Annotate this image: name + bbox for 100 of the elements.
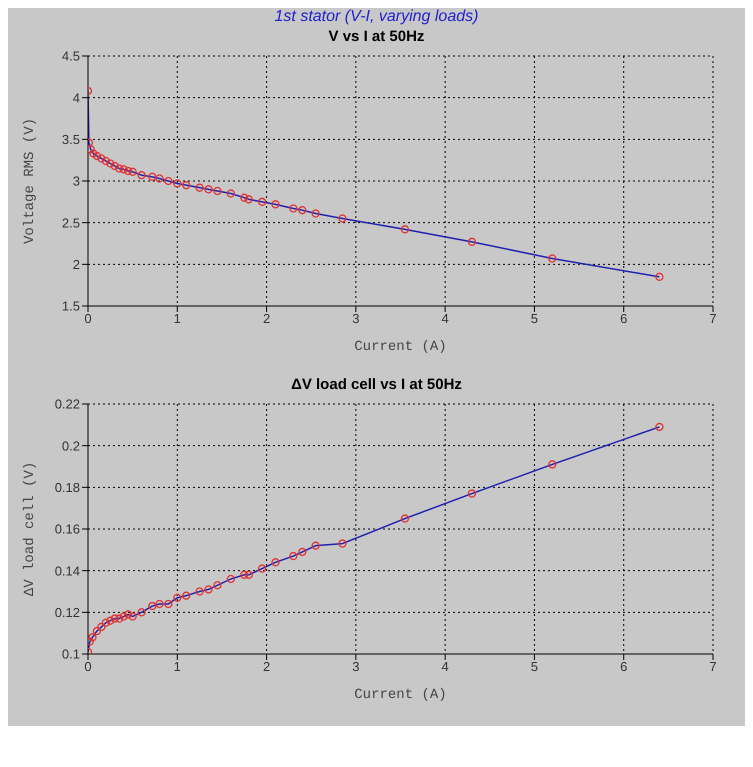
y-tick-label: 1.5 <box>62 298 80 314</box>
point <box>97 154 106 163</box>
point <box>468 489 476 498</box>
point <box>148 172 156 181</box>
point <box>124 166 132 176</box>
chart-title: ΔV load cell vs I at 50Hz <box>290 376 463 395</box>
point <box>92 626 102 636</box>
point <box>244 570 253 579</box>
x-tick-label: 2 <box>262 311 270 326</box>
point <box>548 460 556 469</box>
point <box>137 608 146 616</box>
point <box>110 614 119 623</box>
point <box>128 168 137 176</box>
y-tick-label: 4.5 <box>62 48 80 64</box>
point <box>173 179 182 188</box>
y-axis-title: Voltage RMS (V) <box>22 118 38 244</box>
x-tick-label: 7 <box>709 311 717 326</box>
point <box>258 564 266 573</box>
y-tick-label: 3 <box>72 174 80 189</box>
point <box>298 548 306 556</box>
y-tick-label: 0.16 <box>54 522 80 537</box>
point <box>468 238 476 246</box>
point <box>120 165 128 174</box>
point <box>92 152 102 160</box>
x-tick-label: 7 <box>709 659 717 674</box>
point <box>124 610 132 619</box>
x-tick-label: 0 <box>84 311 92 326</box>
point <box>244 195 253 204</box>
point <box>106 616 114 625</box>
point <box>400 514 410 523</box>
y-tick-label: 2 <box>72 256 80 272</box>
point <box>289 204 298 213</box>
x-tick-label: 3 <box>352 659 360 674</box>
x-tick-label: 4 <box>442 311 449 326</box>
point <box>173 594 182 602</box>
point <box>226 574 236 584</box>
point <box>258 198 266 206</box>
point <box>548 254 556 263</box>
point <box>271 200 280 208</box>
point <box>655 272 664 281</box>
x-tick-label: 0 <box>84 659 92 674</box>
point <box>204 185 213 194</box>
point <box>204 585 213 594</box>
y-tick-label: 0.22 <box>54 396 80 412</box>
point <box>400 225 410 234</box>
point <box>195 184 204 192</box>
point <box>164 600 173 608</box>
point <box>102 156 110 166</box>
point <box>88 633 97 642</box>
point <box>655 422 664 432</box>
y-tick-label: 2.5 <box>62 215 80 230</box>
point <box>182 592 190 600</box>
x-tick-label: 1 <box>174 311 181 326</box>
point <box>115 164 124 173</box>
x-tick-label: 6 <box>620 311 628 326</box>
point <box>120 612 128 621</box>
point <box>271 558 280 566</box>
y-tick-label: 3.5 <box>62 132 80 147</box>
y-tick-label: 0.12 <box>54 604 80 620</box>
x-tick-label: 6 <box>620 659 628 674</box>
point <box>89 149 98 158</box>
point <box>115 614 124 623</box>
point <box>155 600 164 608</box>
point <box>213 186 222 196</box>
point <box>338 539 347 548</box>
point <box>312 542 320 550</box>
x-tick-label: 5 <box>530 659 538 674</box>
point <box>97 622 106 632</box>
point <box>195 587 204 596</box>
point <box>137 171 146 180</box>
point <box>155 174 164 183</box>
point <box>240 570 248 579</box>
point <box>128 612 137 621</box>
y-tick-label: 0.1 <box>62 646 80 662</box>
point <box>226 189 236 198</box>
x-tick-label: 2 <box>262 659 270 674</box>
y-tick-label: 0.14 <box>54 563 80 578</box>
point <box>338 214 347 223</box>
point <box>298 206 306 214</box>
y-axis-title: ΔV load cell (V) <box>22 462 38 596</box>
y-tick-label: 0.18 <box>54 480 80 495</box>
text: 1st stator (V-I, varying loads) <box>274 8 480 27</box>
point <box>240 194 248 202</box>
point <box>102 618 110 627</box>
x-tick-label: 4 <box>442 659 449 674</box>
point <box>110 162 119 170</box>
y-tick-label: 4 <box>72 90 80 106</box>
point <box>213 581 222 590</box>
chart-title: V vs I at 50Hz <box>328 28 426 47</box>
x-axis-title: Current (A) <box>354 687 447 703</box>
point <box>106 159 114 168</box>
x-tick-label: 5 <box>530 311 538 326</box>
point <box>289 552 298 560</box>
x-tick-label: 3 <box>352 311 360 326</box>
point <box>182 181 190 190</box>
point <box>164 176 173 186</box>
point <box>312 209 320 218</box>
x-axis-title: Current (A) <box>354 339 447 355</box>
y-tick-label: 0.2 <box>62 438 80 454</box>
x-tick-label: 1 <box>174 659 181 674</box>
